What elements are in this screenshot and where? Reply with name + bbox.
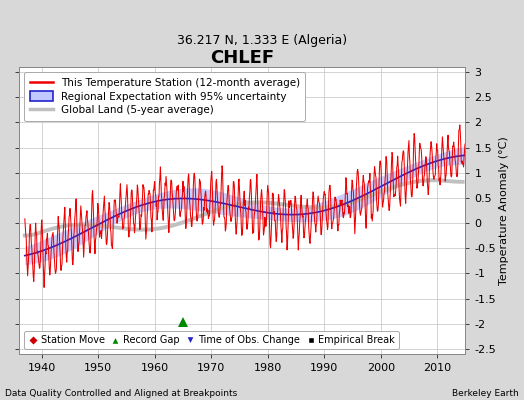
Title: CHLEF: CHLEF [210,49,275,67]
Legend: Station Move, Record Gap, Time of Obs. Change, Empirical Break: Station Move, Record Gap, Time of Obs. C… [24,331,399,349]
Text: Berkeley Earth: Berkeley Earth [452,389,519,398]
Text: 36.217 N, 1.333 E (Algeria): 36.217 N, 1.333 E (Algeria) [177,34,347,47]
Text: Data Quality Controlled and Aligned at Breakpoints: Data Quality Controlled and Aligned at B… [5,389,237,398]
Y-axis label: Temperature Anomaly (°C): Temperature Anomaly (°C) [499,136,509,285]
